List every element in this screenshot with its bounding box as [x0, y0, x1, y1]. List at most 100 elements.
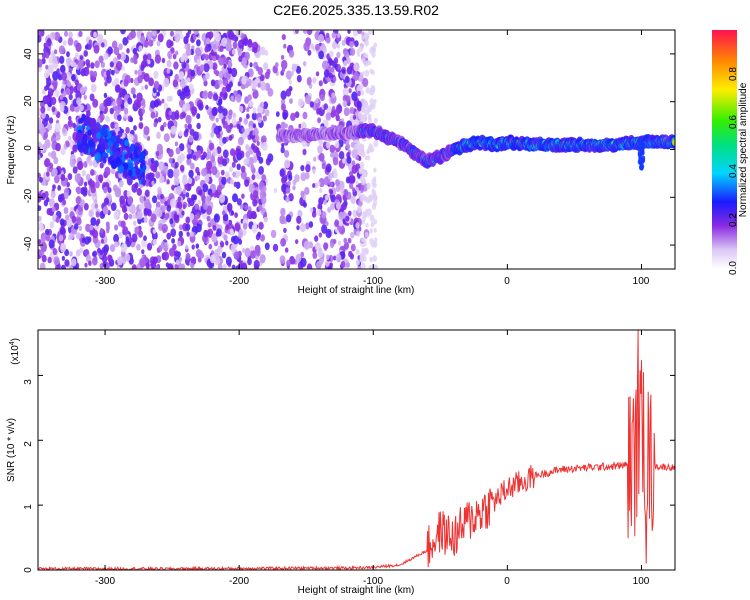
- spectrogram-cell: [298, 98, 304, 107]
- spectrogram-cell: [308, 221, 314, 228]
- spectrogram-cell: [114, 84, 121, 93]
- spectrogram-cell: [188, 197, 195, 207]
- spectrogram-cell: [258, 221, 264, 230]
- spectrogram-cell: [238, 231, 244, 239]
- spectrogram-cell: [218, 58, 222, 64]
- spectrogram-cell: [369, 228, 374, 234]
- spectrogram-cell: [80, 86, 85, 95]
- spectrogram-cell: [319, 258, 324, 265]
- spectrogram-cell: [150, 163, 156, 172]
- spectrogram-cell: [123, 226, 129, 235]
- spectrogram-cell: [241, 127, 245, 133]
- spectrogram-cell: [280, 146, 285, 154]
- spectrogram-cell: [243, 117, 248, 125]
- spectrogram-cell: [222, 136, 227, 144]
- snr-frame: [37, 329, 676, 571]
- spectrogram-cell: [178, 256, 183, 262]
- spectrogram-cell: [85, 254, 92, 263]
- spectrogram-cell: [260, 81, 264, 87]
- spectrogram-cell: [318, 50, 324, 60]
- spectrogram-cell: [231, 210, 235, 216]
- spectrogram-cell: [148, 77, 155, 87]
- spectrogram-cell: [72, 144, 77, 152]
- spectrogram-cell: [38, 239, 41, 245]
- spectrogram-cell: [40, 241, 47, 252]
- spectrogram-cell: [217, 125, 222, 132]
- spectrogram-cell: [211, 166, 218, 176]
- spectrogram-cell: [174, 250, 179, 257]
- spectrogram-cell: [174, 50, 179, 56]
- spectrogram-cell: [280, 238, 286, 247]
- spectrogram-cell: [84, 262, 88, 268]
- spectrogram-cell: [333, 168, 337, 174]
- spectrogram-cell: [349, 182, 354, 189]
- spectrogram-cell: [54, 122, 61, 133]
- spectrogram-cell: [289, 86, 293, 92]
- spectrogram-cell: [360, 90, 365, 96]
- spectrogram-cell: [153, 121, 158, 128]
- spectrogram-cell: [295, 30, 299, 34]
- spectrogram-cell: [204, 54, 210, 61]
- spectrogram-cell: [122, 205, 127, 213]
- spectrogram-cell: [342, 48, 348, 56]
- spectrogram-cell: [208, 142, 215, 151]
- spectrogram-cell: [103, 186, 108, 194]
- spectrogram-cell: [223, 63, 227, 69]
- spectrogram-cell: [60, 264, 66, 269]
- spectrogram-cell: [174, 33, 181, 43]
- spectrogram-cell: [218, 111, 224, 120]
- spectrogram-cell: [368, 265, 373, 269]
- spectrogram-cell: [44, 42, 49, 48]
- bottom-x-tick-label: -200: [229, 576, 249, 587]
- spectrogram-cell: [141, 249, 145, 255]
- spectrogram-cell: [253, 155, 258, 163]
- spectrogram-cell: [285, 70, 292, 80]
- spectrogram-cell: [132, 213, 136, 220]
- spectrogram-cell: [124, 253, 131, 262]
- spectrogram-cell: [125, 126, 130, 134]
- spectrogram-cell: [341, 211, 347, 219]
- spectrogram-cell: [62, 40, 67, 46]
- spectrogram-cell: [171, 238, 176, 244]
- spectrogram-cell: [55, 265, 59, 269]
- spectrogram-cell: [72, 166, 78, 174]
- spectrogram-cell: [150, 111, 156, 119]
- spectrogram-cell: [90, 117, 97, 128]
- spectrogram-cell: [275, 111, 280, 117]
- spectrogram-cell: [173, 168, 180, 178]
- spectrogram-cell: [59, 227, 66, 236]
- spectrogram-cell: [92, 98, 99, 108]
- spectrogram-cell: [69, 158, 76, 168]
- spectrogram-cell: [144, 84, 148, 90]
- spectrogram-cell: [117, 256, 124, 266]
- spectrogram-cell: [64, 249, 69, 257]
- spectrogram-cell: [95, 211, 100, 218]
- spectrogram-cell: [281, 67, 285, 73]
- spectrogram-cell: [90, 62, 95, 69]
- spectrogram-cell: [351, 160, 356, 166]
- spectrogram-cell: [333, 57, 339, 64]
- top-x-tick-label: -300: [95, 276, 115, 287]
- spectrogram-cell: [41, 111, 46, 119]
- spectrogram-cell: [242, 222, 248, 230]
- colorbar-tick-label: 0.0: [728, 261, 739, 275]
- spectrogram-cell: [295, 253, 302, 263]
- spectrogram-cell: [88, 260, 92, 266]
- spectrogram-cell: [176, 201, 183, 210]
- spectrogram-cell: [258, 166, 264, 175]
- spectrogram-cell: [252, 123, 256, 129]
- spectrogram-cell: [261, 174, 267, 182]
- spectrogram-cell: [280, 121, 286, 130]
- spectrogram-cell: [312, 251, 318, 259]
- spectrogram-cell: [93, 199, 98, 204]
- spectrogram-cell: [191, 244, 195, 250]
- spectrogram-cell: [280, 207, 286, 216]
- spectrogram-cell: [186, 157, 192, 165]
- spectrogram-cell: [236, 198, 242, 206]
- spectrogram-cell: [288, 193, 294, 202]
- spectrogram-cell: [231, 264, 236, 269]
- spectrogram-cell: [129, 237, 133, 243]
- spectrogram-cell: [335, 179, 340, 187]
- spectrogram-cell: [173, 177, 180, 186]
- spectrogram-cell: [300, 190, 305, 198]
